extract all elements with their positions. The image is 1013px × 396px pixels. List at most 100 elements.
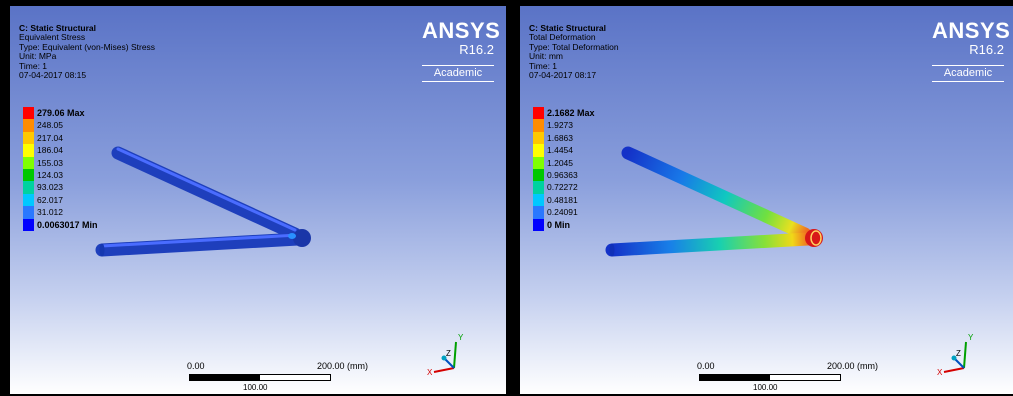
ansys-logo: ANSYS R16.2 Academic [422, 18, 501, 82]
upper-tube [111, 146, 302, 241]
legend-swatch [23, 107, 34, 120]
frame-geometry-deformation[interactable] [520, 6, 1013, 394]
ansys-logo: ANSYS R16.2 Academic [932, 18, 1011, 82]
brand-version: R16.2 [969, 42, 1004, 57]
result-name: Total Deformation [529, 32, 596, 43]
z-axis-label: Z [446, 349, 451, 358]
legend-label: 0.24091 [547, 207, 578, 218]
result-time: Time: 1 [529, 60, 558, 71]
legend-label: 93.023 [37, 182, 63, 193]
y-axis-label: Y [458, 333, 464, 342]
scale-bar: 0.00 200.00 (mm) 100.00 [697, 361, 897, 393]
legend-label: 0.72272 [547, 182, 578, 193]
legend-label: 217.04 [37, 132, 63, 143]
y-axis-arrow [453, 341, 457, 369]
legend-swatch [23, 131, 34, 145]
z-axis-label: Z [956, 349, 961, 358]
result-datetime: 07-04-2017 08:15 [19, 70, 87, 81]
legend-swatch [23, 193, 34, 207]
legend-swatch [23, 181, 34, 194]
result-time: Time: 1 [19, 60, 48, 71]
x-axis-label: X [937, 368, 943, 377]
result-type: Type: Total Deformation [529, 41, 619, 52]
legend-label: 186.04 [37, 145, 63, 156]
scale-bar-fill [700, 375, 770, 380]
legend-label: 0.48181 [547, 194, 578, 205]
tube-end-cap [99, 243, 105, 257]
brand-version: R16.2 [459, 42, 494, 57]
scale-right-label: 200.00 (mm) [317, 361, 369, 371]
legend-swatch [533, 156, 544, 169]
legend-label: 155.03 [37, 157, 63, 168]
z-axis-tip [441, 355, 447, 361]
brand-name: ANSYS [422, 18, 501, 43]
joint-hub [805, 229, 823, 247]
brand-edition: Academic [932, 65, 1004, 82]
legend-swatch [533, 119, 544, 132]
upper-tube [621, 146, 812, 241]
legend-swatch [533, 131, 544, 145]
legend-swatch [23, 156, 34, 169]
x-axis-label: X [427, 368, 433, 377]
legend-swatch [23, 168, 34, 182]
lower-tube-highlight [100, 233, 300, 248]
legend-swatch [23, 144, 34, 157]
legend-max-label: 2.1682 Max [547, 108, 595, 118]
legend-max-label: 279.06 Max [37, 108, 85, 118]
scale-left-label: 0.00 [697, 361, 715, 371]
legend-label: 248.05 [37, 120, 63, 131]
stress-viewport[interactable]: C: Static Structural Equivalent Stress T… [10, 6, 506, 394]
tube-end-cap [609, 243, 615, 257]
joint-hot-spot [288, 233, 296, 239]
legend-swatch [533, 107, 544, 120]
legend-swatch [533, 144, 544, 157]
legend-label: 0.96363 [547, 169, 578, 180]
legend-label: 1.4454 [547, 145, 573, 156]
joint-hub [293, 229, 311, 247]
legend-label: 62.017 [37, 194, 63, 205]
legend-swatch [533, 181, 544, 194]
result-type: Type: Equivalent (von-Mises) Stress [19, 41, 156, 52]
deformation-viewport[interactable]: C: Static Structural Total Deformation T… [520, 6, 1013, 394]
scale-bar-track [189, 374, 331, 381]
upper-tube-highlight [116, 147, 297, 232]
scale-mid-label: 100.00 [243, 383, 268, 392]
legend-label: 1.6863 [547, 132, 573, 143]
y-axis-arrow [963, 341, 967, 369]
legend-swatch [533, 206, 544, 219]
scale-left-label: 0.00 [187, 361, 205, 371]
legend-swatch [533, 218, 544, 231]
brand-name: ANSYS [932, 18, 1011, 43]
scale-mid-label: 100.00 [753, 383, 778, 392]
x-axis-arrow [943, 367, 965, 373]
coordinate-triad[interactable]: X Y Z [422, 328, 472, 378]
frame-geometry-stress[interactable] [10, 6, 506, 394]
scale-bar-track [699, 374, 841, 381]
legend-label: 31.012 [37, 207, 63, 218]
brand-edition: Academic [422, 65, 494, 82]
lower-tube [95, 232, 305, 257]
legend-swatch [23, 218, 34, 231]
legend-swatch [533, 193, 544, 207]
result-info: C: Static Structural Total Deformation T… [529, 23, 619, 80]
x-axis-arrow [433, 367, 455, 373]
lower-tube [605, 232, 815, 257]
scale-bar: 0.00 200.00 (mm) 100.00 [187, 361, 387, 393]
y-axis-label: Y [968, 333, 974, 342]
coordinate-triad[interactable]: X Y Z [932, 328, 982, 378]
result-info: C: Static Structural Equivalent Stress T… [19, 23, 156, 81]
legend-label: 124.03 [37, 169, 63, 180]
analysis-title: C: Static Structural [19, 23, 96, 33]
legend-label: 1.9273 [547, 120, 573, 131]
legend-min-label: 0 Min [547, 219, 571, 230]
z-axis-tip [951, 355, 957, 361]
result-unit: Unit: mm [529, 51, 563, 62]
legend-min-label: 0.0063017 Min [37, 219, 98, 230]
legend-swatch [533, 168, 544, 182]
result-unit: Unit: MPa [19, 51, 57, 62]
result-name: Equivalent Stress [19, 32, 86, 43]
legend-label: 1.2045 [547, 157, 573, 168]
scale-bar-fill [190, 375, 260, 380]
legend-swatch [23, 206, 34, 219]
scale-right-label: 200.00 (mm) [827, 361, 879, 371]
